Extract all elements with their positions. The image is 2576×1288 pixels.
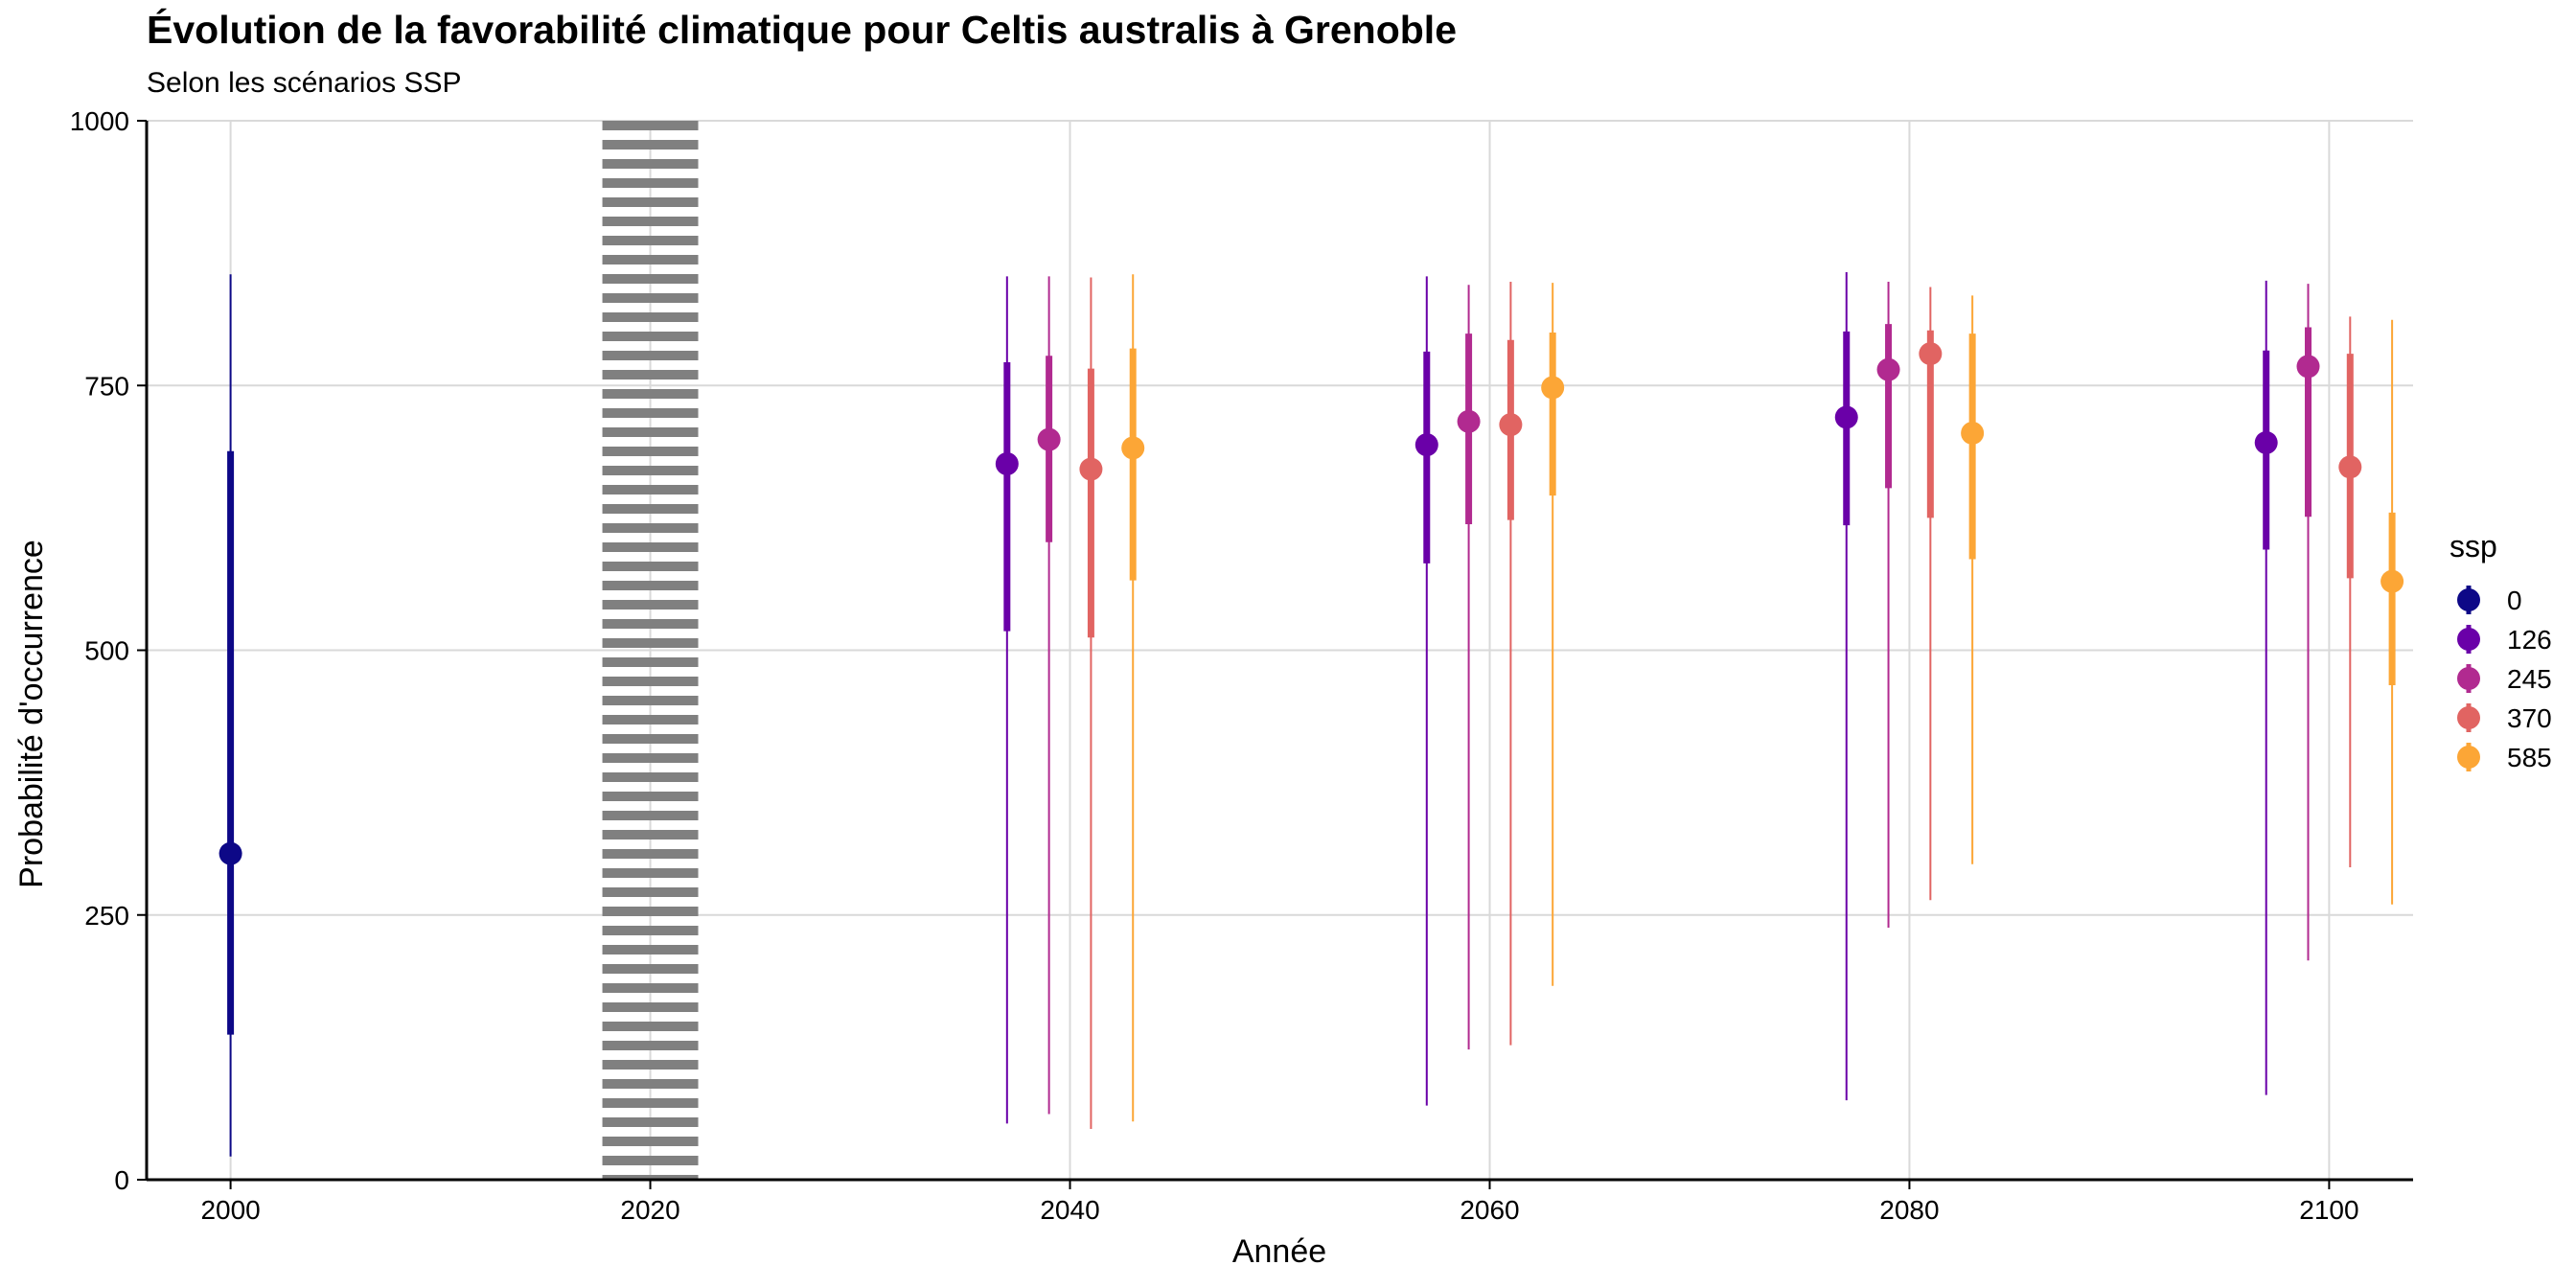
x-tick-label: 2020 [620, 1195, 679, 1225]
y-tick-label: 1000 [70, 106, 129, 136]
legend-key-point-ssp-126 [2457, 628, 2480, 651]
y-axis-title: Probabilité d'occurrence [13, 540, 50, 888]
x-tick-label: 2040 [1040, 1195, 1099, 1225]
grid-lines [147, 120, 2413, 1181]
point-ssp-126 [2254, 430, 2278, 454]
x-tick-label: 2000 [200, 1195, 260, 1225]
x-tick-label: 2080 [1879, 1195, 1939, 1225]
x-axis-title: Année [1232, 1233, 1326, 1270]
legend-key-point-ssp-370 [2457, 706, 2480, 729]
point-ssp-245 [1457, 409, 1481, 433]
chart-title: Évolution de la favorabilité climatique … [147, 8, 1457, 52]
legend-label-ssp-0: 0 [2507, 586, 2522, 615]
legend-label-ssp-370: 370 [2507, 703, 2552, 733]
x-tick-label: 2060 [1460, 1195, 1519, 1225]
point-ssp-245 [1037, 427, 1061, 451]
data-layer [218, 272, 2404, 1157]
legend-key-point-ssp-245 [2457, 667, 2480, 690]
legend-title: ssp [2450, 529, 2497, 564]
point-ssp-370 [2338, 455, 2362, 479]
y-tick-label: 500 [84, 636, 129, 666]
point-ssp-126 [1834, 405, 1858, 429]
point-ssp-585 [1121, 436, 1145, 460]
point-ssp-585 [1541, 376, 1565, 400]
point-ssp-126 [1414, 433, 1438, 457]
legend-label-ssp-245: 245 [2507, 664, 2552, 694]
point-ssp-370 [1079, 457, 1103, 481]
y-tick-label: 250 [84, 901, 129, 931]
x-tick-label: 2100 [2299, 1195, 2358, 1225]
point-ssp-585 [1961, 421, 1985, 445]
chart-subtitle: Selon les scénarios SSP [147, 67, 462, 99]
point-ssp-245 [1876, 357, 1900, 381]
legend: ssp 0 126 245 370 585 [2450, 529, 2552, 772]
legend-key-point-ssp-0 [2457, 588, 2480, 611]
legend-label-ssp-585: 585 [2507, 743, 2552, 772]
point-ssp-126 [995, 452, 1019, 476]
point-ssp-370 [1499, 413, 1523, 437]
axes: 0 250 500 750 1000 2000 2020 2040 2060 2080 2100 [70, 106, 2413, 1225]
legend-label-ssp-126: 126 [2507, 625, 2552, 655]
point-ssp-0 [218, 841, 242, 865]
legend-key-point-ssp-585 [2457, 746, 2480, 769]
point-ssp-370 [1919, 342, 1943, 366]
point-ssp-245 [2296, 355, 2320, 379]
point-ssp-585 [2380, 569, 2404, 593]
y-tick-label: 750 [84, 371, 129, 401]
y-tick-label: 0 [114, 1165, 129, 1195]
